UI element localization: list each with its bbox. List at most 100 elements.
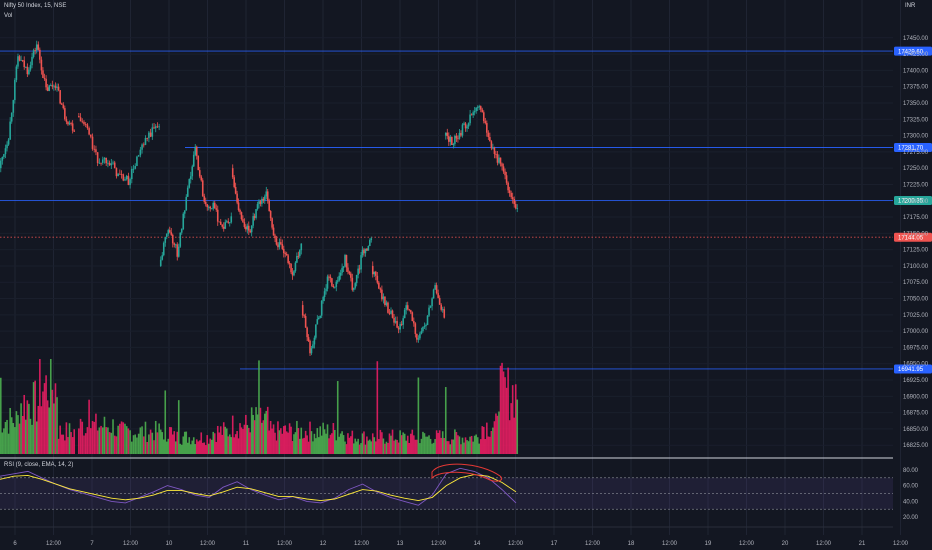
volume-bar — [93, 421, 96, 454]
volume-bar — [345, 444, 348, 454]
candle-body — [458, 132, 461, 139]
volume-bar — [312, 441, 314, 454]
candle-body — [34, 50, 36, 52]
volume-bar — [328, 438, 330, 454]
rsi-pane — [0, 457, 893, 528]
volume-bar — [256, 414, 259, 454]
candle-body — [129, 179, 131, 185]
candle-body — [142, 144, 145, 146]
volume-bar — [461, 437, 464, 454]
candle-body — [195, 146, 198, 156]
volume-bar — [411, 429, 414, 454]
candle-body — [366, 248, 368, 251]
volume-bar — [348, 437, 351, 454]
candle-body — [341, 267, 343, 273]
volume-bar — [514, 384, 517, 454]
volume-bar — [469, 436, 471, 454]
volume-bar — [473, 435, 476, 454]
symbol-title[interactable]: Nifty 50 Index, 15, NSE — [4, 3, 67, 9]
volume-bar — [432, 442, 435, 454]
volume-bar — [122, 422, 125, 454]
candle-body — [103, 157, 106, 160]
volume-bar — [413, 435, 415, 454]
volume-bar — [341, 431, 343, 454]
time-axis[interactable]: 6 12:00 7 12:00 10 12:00 11 12:00 12 12:00 13 12:00… — [13, 541, 932, 547]
candle-body — [253, 216, 256, 218]
volume-bar — [449, 444, 452, 454]
candle-body — [440, 304, 442, 310]
candle-body — [354, 283, 357, 288]
candle-body — [335, 281, 338, 287]
volume-bar — [29, 418, 32, 454]
rsi-legend[interactable]: RSI (9, close, EMA, 14, 2) — [4, 462, 74, 468]
time-tick-label: 21 — [859, 541, 866, 547]
candle-body — [256, 204, 259, 210]
candle-body — [100, 162, 102, 164]
candle-body — [432, 289, 435, 299]
candle-body — [376, 275, 379, 283]
candle-body — [188, 179, 191, 188]
candle-body — [326, 276, 329, 289]
volume-bar — [151, 432, 154, 454]
candle-body — [43, 78, 46, 79]
candle-body — [422, 326, 424, 332]
candle-body — [385, 302, 388, 306]
volume-bar — [373, 437, 376, 454]
candle-body — [156, 126, 159, 128]
time-tick-label: 13 — [397, 541, 404, 547]
candle-body — [464, 123, 467, 129]
volume-bar — [31, 424, 33, 454]
volume-bar — [434, 439, 436, 454]
rsi-tick-label: 20.00 — [903, 515, 919, 521]
candle-body — [437, 293, 439, 298]
volume-bar — [103, 416, 106, 454]
candle-body — [501, 163, 503, 167]
volume-bar — [303, 437, 305, 454]
volume-bar — [405, 440, 408, 454]
candle-body — [467, 123, 470, 127]
candle-body — [301, 305, 304, 316]
candle-body — [300, 243, 303, 251]
candle-body — [339, 272, 342, 276]
candle-body — [180, 228, 183, 233]
rsi-tick-label: 60.00 — [903, 484, 919, 490]
candle-body — [381, 289, 383, 300]
candle-body — [277, 244, 279, 248]
candle-body — [328, 276, 330, 278]
volume-legend[interactable]: Vol — [4, 13, 13, 19]
candle-body — [136, 156, 138, 167]
candle-body — [364, 248, 367, 254]
volume-bar — [62, 434, 65, 454]
candle-body — [101, 159, 104, 163]
volume-bar — [56, 397, 58, 454]
volume-bar — [249, 432, 252, 454]
candle-body — [438, 297, 441, 305]
currency-label[interactable]: INR — [905, 3, 916, 9]
volume-bar — [363, 431, 365, 454]
candle-body — [496, 154, 499, 163]
candle-body — [37, 44, 40, 50]
volume-bar — [39, 359, 41, 454]
level-tag — [894, 232, 932, 242]
candle-body — [189, 176, 192, 180]
candle-body — [457, 138, 459, 140]
candle-body — [293, 270, 295, 276]
volume-bar — [246, 425, 249, 454]
time-tick-label: 12:00 — [662, 541, 678, 547]
candle-body — [242, 219, 244, 223]
price-tick-label: 17250.00 — [903, 166, 929, 172]
candle-body — [484, 121, 487, 124]
candle-body — [234, 186, 237, 194]
volume-bar — [79, 418, 82, 454]
price-axis[interactable]: 17450.00 17425.00 17400.00 17375.00 17350.00… — [903, 36, 929, 521]
rsi-annotation-ellipse — [431, 463, 503, 482]
candle-body — [469, 114, 471, 124]
volume-bar — [366, 436, 368, 454]
candle-body — [67, 121, 69, 125]
volume-bar — [70, 432, 72, 454]
volume-bar — [336, 381, 339, 454]
volume-bar — [402, 432, 404, 454]
volume-bar — [435, 430, 438, 454]
candle-body — [119, 173, 121, 175]
